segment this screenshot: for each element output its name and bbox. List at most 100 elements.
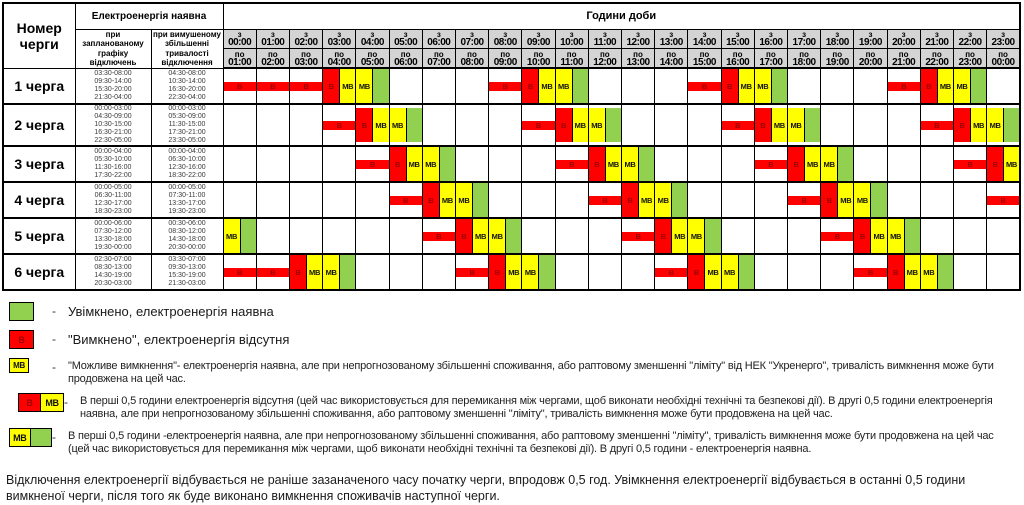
hour-cell: МВ [587, 103, 622, 148]
hour-cell [587, 217, 622, 256]
hour-cell: В [919, 103, 954, 148]
hour-cell [554, 181, 589, 220]
hour-cell [255, 103, 290, 148]
legend-item-maybe-off: МВ - "Можливе вимкнення"- електроенергія… [0, 358, 1024, 386]
hour-cell: В [421, 217, 456, 256]
planned-times: 00:00-03:00 04:30-09:00 10:30-15:00 16:30-2… [74, 103, 152, 148]
queue-label: 6 черга [2, 253, 76, 292]
hour-cell: МВ [820, 145, 855, 184]
yellow-maybe-swatch: МВ [41, 393, 64, 413]
half-hour-cell: МВ [604, 147, 621, 181]
planned-schedule-column-header: при запланованому графіку відключень [74, 28, 152, 69]
half-hour-cell: МВ [903, 255, 920, 289]
hours-of-day-header: Години доби [222, 2, 1021, 30]
hour-cell: В МВ [554, 103, 589, 148]
hour-cell [654, 103, 689, 148]
hour-cell: МВ [654, 181, 689, 220]
hour-from-header: з 07:00 [454, 28, 490, 49]
hour-cell [620, 253, 656, 292]
half-hour-cell: МВ [870, 219, 887, 253]
hour-from-header: з 23:00 [986, 28, 1021, 49]
hour-cell: МВ [554, 67, 589, 106]
hour-to-header: по 14:00 [654, 47, 689, 70]
hour-cell: В [454, 253, 490, 292]
hour-to-header: по 11:00 [554, 47, 589, 70]
half-hour-cell: МВ [456, 183, 473, 217]
hour-cell [886, 181, 921, 220]
hour-from-header: з 20:00 [886, 28, 921, 49]
hour-cell [255, 181, 290, 220]
hour-to-header: по 15:00 [687, 47, 722, 70]
hour-cell: В [720, 103, 755, 148]
hour-cell [753, 253, 788, 292]
hour-cell [654, 67, 689, 106]
half-hour-cell: МВ [372, 108, 389, 143]
hour-to-header: по 16:00 [720, 47, 755, 70]
half-hour-cell [405, 108, 422, 143]
hour-cell: В МВ [620, 181, 656, 220]
hour-to-header: по 01:00 [222, 47, 257, 70]
hour-from-header: з 15:00 [720, 28, 755, 49]
hour-to-header: по 07:00 [421, 47, 456, 70]
hour-cell: МВ [521, 253, 556, 292]
hour-cell [753, 181, 788, 220]
hour-cell: МВ [853, 181, 888, 220]
hour-from-header: з 21:00 [919, 28, 954, 49]
hour-cell: В [952, 145, 988, 184]
hour-cell: В МВ [488, 253, 523, 292]
hour-cell [454, 103, 490, 148]
hour-cell: В [687, 67, 722, 106]
half-hour-cell: МВ [821, 147, 838, 181]
green-on-swatch [9, 302, 34, 322]
hour-cell [454, 145, 490, 184]
hour-cell [919, 181, 954, 220]
half-hour-cell: МВ [472, 219, 488, 253]
hour-cell: МВ [355, 67, 390, 106]
hour-cell: В МВ [952, 103, 988, 148]
hour-cell [288, 103, 324, 148]
half-hour-cell [737, 255, 754, 289]
queue-label: 1 черга [2, 67, 76, 106]
half-hour-cell [372, 69, 389, 103]
half-hour-cell: МВ [489, 219, 506, 253]
legend-dash: - [52, 360, 56, 375]
half-hour-cell: МВ [405, 147, 422, 181]
hour-cell: В МВ [355, 103, 390, 148]
hour-to-header: по 17:00 [753, 47, 788, 70]
half-hour-cell: МВ [722, 255, 738, 289]
hour-cell [554, 253, 589, 292]
hour-cell: МВ [720, 253, 755, 292]
half-hour-cell: МВ [522, 255, 539, 289]
hour-to-header: по 04:00 [322, 47, 357, 70]
queue-label: 5 черга [2, 217, 76, 256]
half-hour-cell: МВ [671, 219, 687, 253]
hour-cell: В [820, 217, 855, 256]
hour-cell: В [587, 181, 622, 220]
hour-cell: В [355, 145, 390, 184]
hour-cell [222, 181, 257, 220]
half-hour-cell [671, 183, 687, 217]
half-hour-cell [770, 69, 787, 103]
half-hour-cell: МВ [306, 255, 322, 289]
half-hour-cell: В [589, 147, 605, 181]
half-hour-cell [438, 147, 455, 181]
half-hour-cell: МВ [755, 69, 771, 103]
hour-from-header: з 12:00 [620, 28, 656, 49]
legend: - Увімкнено, електроенергія наявна В - "… [0, 302, 1024, 456]
hour-cell [587, 253, 622, 292]
hour-cell: В [322, 103, 357, 148]
half-hour-cell: МВ [970, 108, 986, 143]
legend-item-maybe-then-on: МВ - В перші 0,5 години -електроенергія … [0, 428, 1024, 456]
hour-cell: В [853, 253, 888, 292]
hour-cell [919, 145, 954, 184]
hour-cell [687, 103, 722, 148]
half-hour-cell [870, 183, 887, 217]
hour-cell [687, 145, 722, 184]
hour-to-header: по 20:00 [853, 47, 888, 70]
half-hour-cell: МВ [987, 108, 1004, 143]
hour-cell [720, 145, 755, 184]
hour-cell [488, 103, 523, 148]
hour-cell: В МВ [322, 67, 357, 106]
hour-cell [820, 253, 855, 292]
